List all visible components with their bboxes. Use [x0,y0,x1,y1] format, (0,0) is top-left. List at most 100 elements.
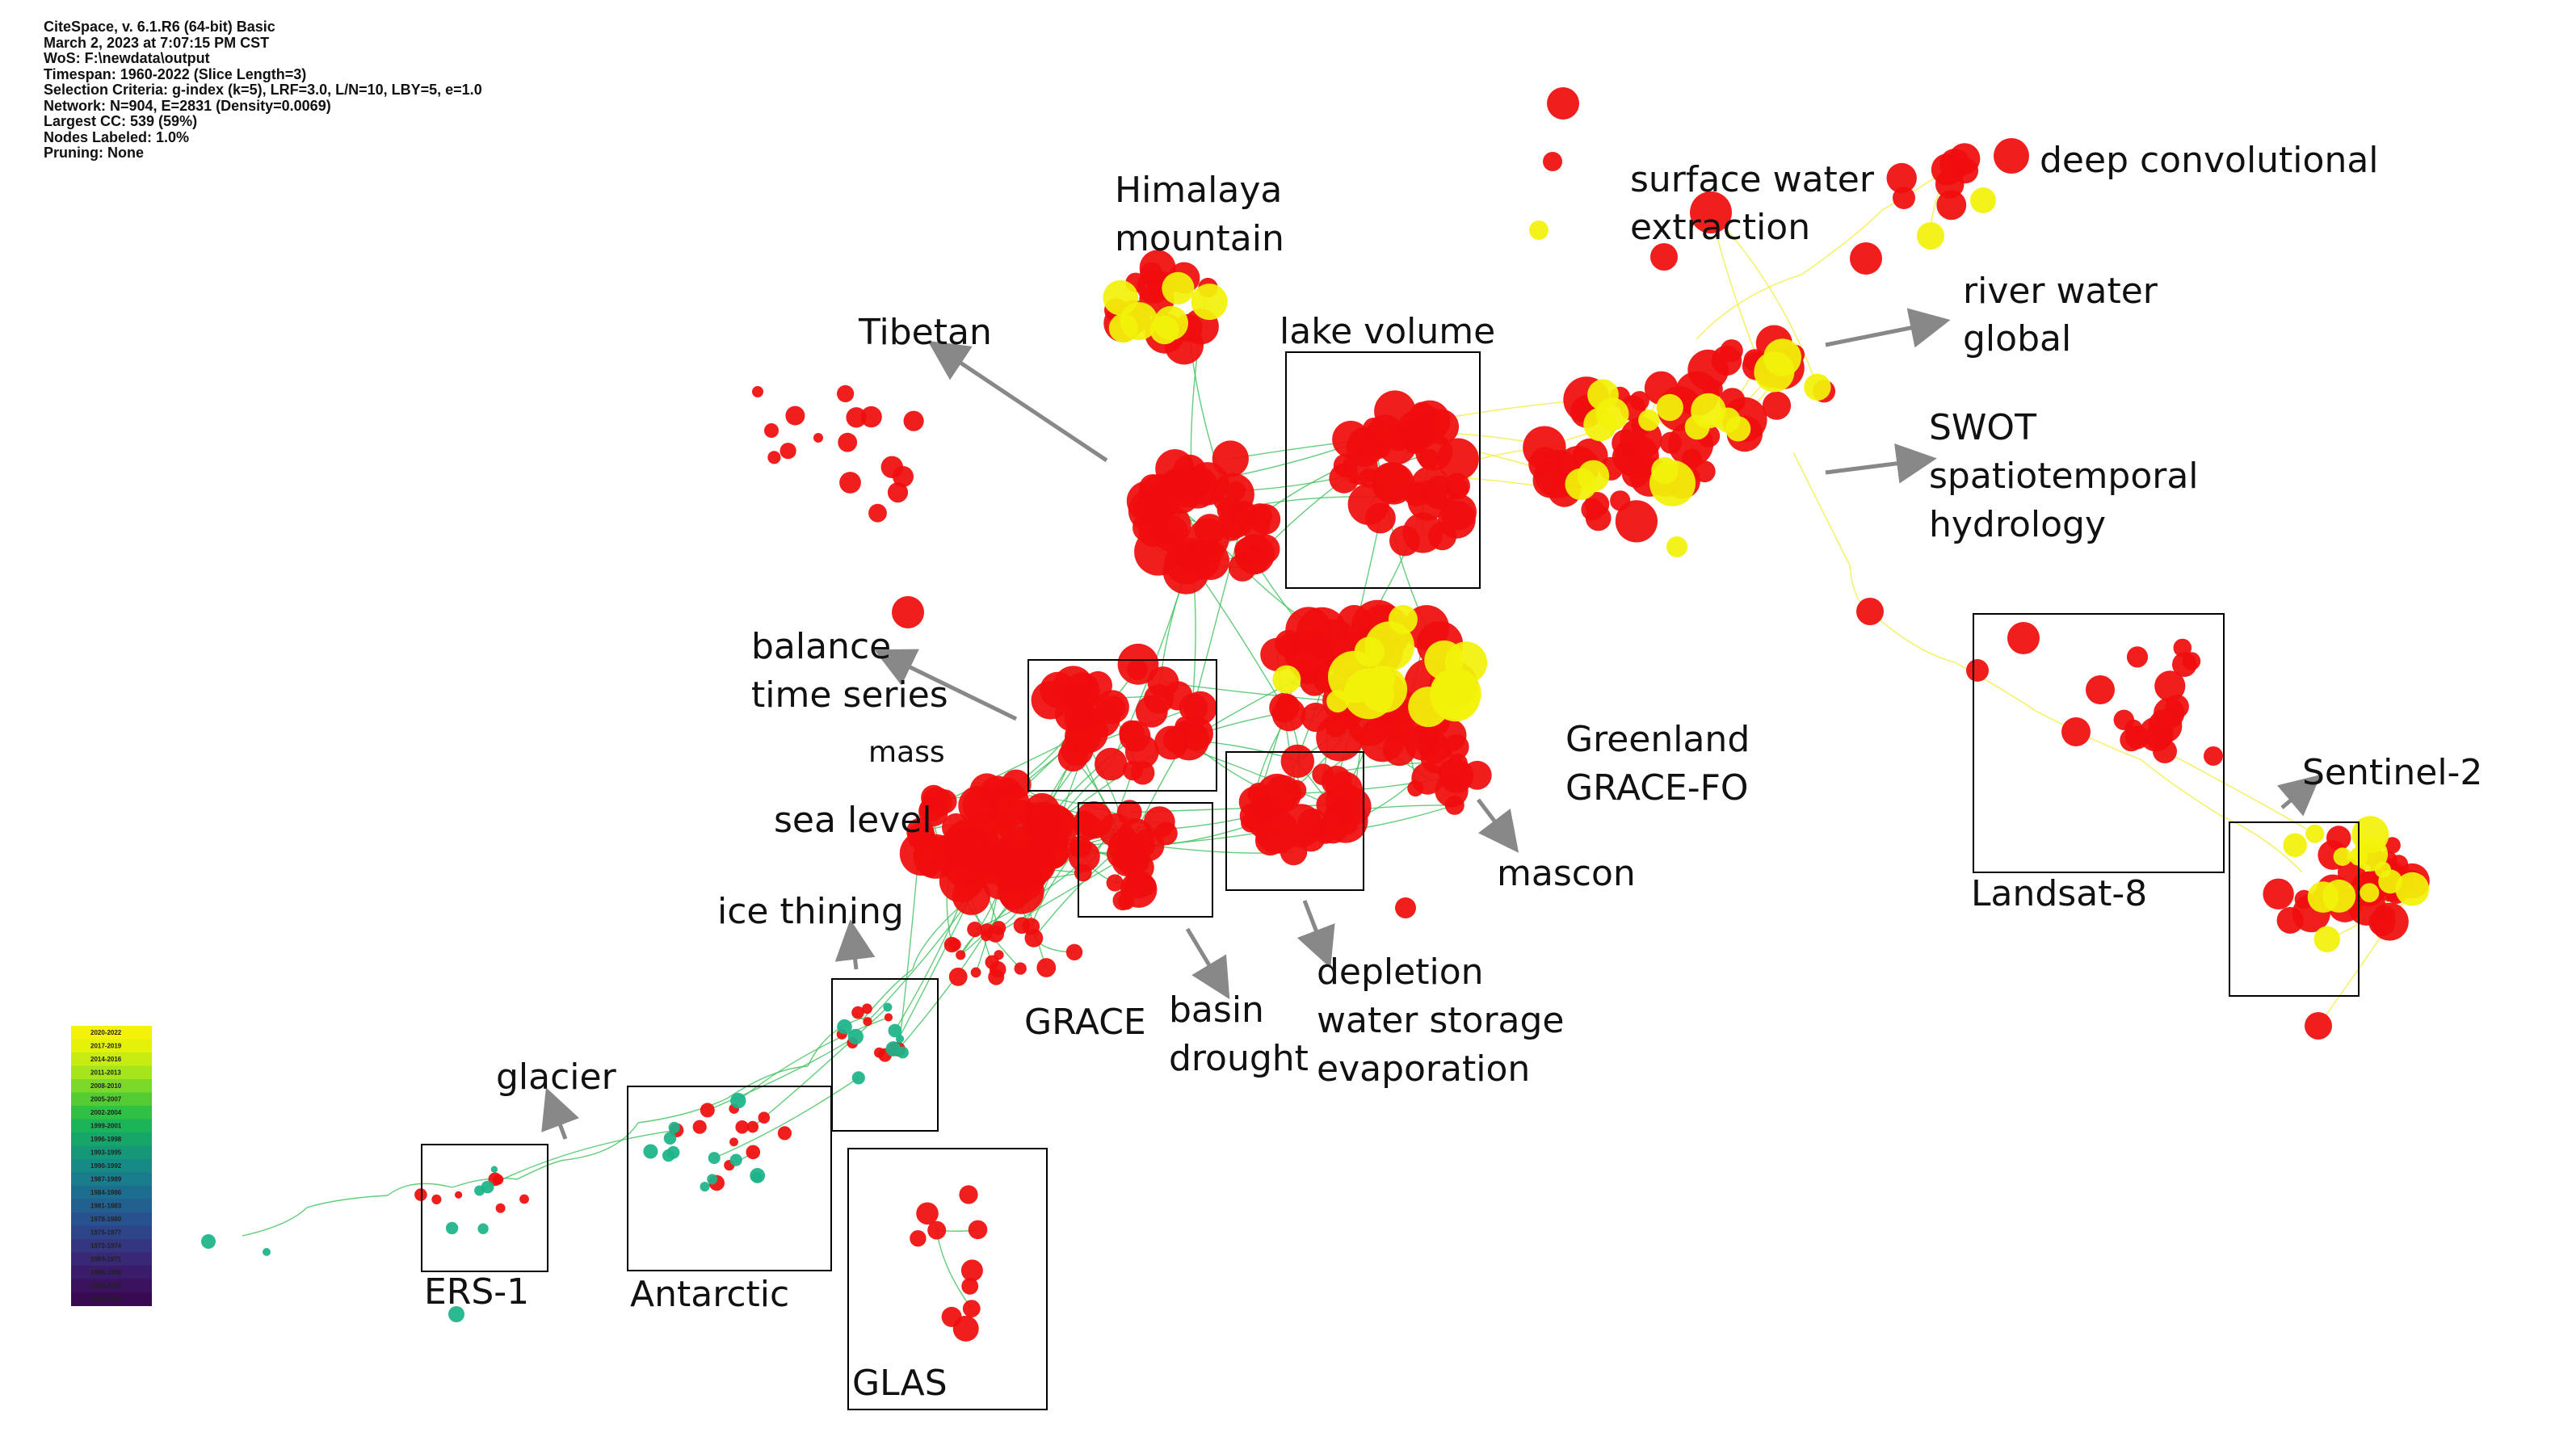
network-node [2182,652,2201,670]
network-node [893,466,914,487]
network-node [1762,391,1792,420]
network-node [1462,760,1492,790]
network-node [1147,666,1179,699]
network-node [1103,279,1138,316]
box-lake-volume [1285,351,1481,589]
legend-swatch [71,1145,152,1160]
network-node [707,1174,718,1185]
legend-swatch [71,1172,152,1187]
legend-label: 1996-1998 [90,1136,122,1143]
network-node [735,1120,749,1134]
legend-label: 2020-2022 [90,1029,122,1036]
network-node [692,1120,707,1134]
network-node [860,405,882,428]
network-edge [726,1065,809,1099]
legend-label: 2005-2007 [90,1096,122,1103]
network-node [490,1166,498,1173]
network-node [1523,426,1566,469]
arrow-ice-thining [834,919,876,970]
network-edge [707,1036,856,1111]
network-node [2313,926,2340,953]
network-node [868,503,887,523]
network-node [1407,780,1424,797]
network-node [1112,846,1143,877]
label-glas: GLAS [852,1363,948,1404]
legend-label: 1981-1983 [90,1203,122,1210]
network-edge [897,930,988,1050]
arrow-tibetan [927,340,1108,463]
box-ice-thining [831,978,939,1132]
network-node [1095,747,1128,781]
legend-swatch [71,1119,152,1133]
legend-label: 1972-1974 [90,1242,122,1250]
network-node [1022,801,1063,842]
legend-label: 2008-2010 [90,1082,122,1090]
label-sentinel-2: Sentinel-2 [2302,752,2482,793]
network-node [1804,373,1831,401]
legend-swatch [71,1212,152,1226]
network-node [1446,477,1469,500]
network-node [752,386,763,397]
arrow-depletion [1296,900,1335,968]
network-node [1444,795,1464,815]
network-node [1615,500,1658,543]
legend-swatch [71,1252,152,1267]
network-node [1054,697,1089,732]
network-node [1312,763,1334,786]
network-node [1228,553,1257,582]
network-node [962,813,999,851]
label-tibetan: Tibetan [858,312,992,353]
label-mascon: mascon [1497,853,1636,894]
network-edge [893,895,972,1049]
network-node [1893,187,1915,209]
label-extraction: extraction [1630,207,1810,248]
network-node [1418,448,1439,469]
network-node [1584,492,1610,517]
box-landsat-8 [1973,613,2225,873]
label-hydrology: hydrology [1929,504,2106,545]
network-node [1239,509,1271,540]
legend-swatch [71,1186,152,1199]
network-node [2378,869,2403,894]
network-node [863,1017,872,1027]
label-river-water: river water [1963,271,2158,312]
network-node [1629,391,1649,411]
network-node [2305,1012,2332,1040]
network-edge [807,1017,865,1067]
network-node [981,930,992,942]
network-node [2153,739,2177,763]
header-line: Timespan: 1960-2022 (Slice Length=3) [44,65,307,82]
network-node [519,1194,529,1204]
network-node [1263,775,1302,813]
network-node [1332,420,1370,459]
network-node [954,868,984,897]
legend-label: 1993-1995 [90,1149,122,1157]
header-line: Nodes Labeled: 1.0% [44,128,190,145]
header-line: CiteSpace, v. 6.1.R6 (64-bit) Basic [44,19,275,35]
network-node [663,1132,677,1145]
network-node [862,1003,872,1015]
network-node [1124,734,1159,769]
network-node [994,950,1004,960]
network-node [729,1153,742,1166]
network-node [1443,734,1469,760]
cluster-labels: Himalaya mountain surface water extracti… [424,140,2482,1404]
network-node [1272,665,1301,694]
label-ice-thining: ice thining [717,891,904,932]
network-node [1127,659,1148,680]
network-node [883,1002,893,1012]
network-node [961,1278,979,1295]
header-line: WoS: F:\newdata\output [44,50,210,66]
network-node [941,1306,962,1327]
network-edge [738,1016,889,1102]
network-node [1715,407,1741,433]
box-glas [847,1148,1048,1410]
network-node [1410,466,1450,505]
label-balance: balance [751,626,891,667]
network-node [1269,692,1299,723]
label-arrows [541,308,2322,1140]
legend-swatch [71,1239,152,1253]
citespace-info-header: CiteSpace, v. 6.1.R6 (64-bit) Basic March… [44,19,482,162]
header-line: Selection Criteria: g-index (k=5), LRF=3… [44,82,482,98]
network-node [1149,315,1179,345]
